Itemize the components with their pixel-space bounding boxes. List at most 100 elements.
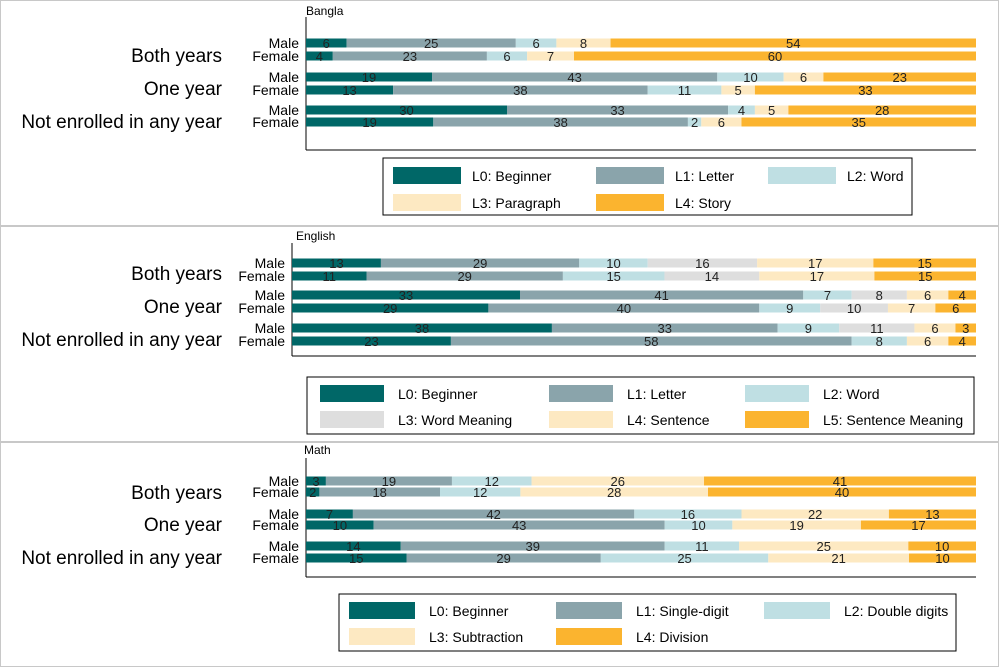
bar-segment-l4 bbox=[757, 258, 874, 268]
data-label: 3 bbox=[962, 321, 969, 336]
bar-segment-l3 bbox=[741, 509, 889, 519]
bar-segment-l4 bbox=[741, 117, 976, 127]
data-label: 10 bbox=[333, 518, 347, 533]
bar-segment-l0 bbox=[306, 520, 374, 530]
bar-segment-l2 bbox=[664, 520, 733, 530]
gender-label: Male bbox=[255, 320, 286, 336]
data-label: 4 bbox=[316, 49, 323, 64]
data-label: 60 bbox=[768, 49, 782, 64]
data-label: 10 bbox=[691, 518, 705, 533]
bar-segment-l2 bbox=[803, 290, 852, 300]
data-label: 29 bbox=[473, 256, 487, 271]
data-label: 22 bbox=[808, 507, 822, 522]
gender-label: Male bbox=[255, 255, 286, 271]
data-label: 10 bbox=[935, 551, 949, 566]
legend-swatch bbox=[596, 167, 664, 184]
bar-segment-l2 bbox=[664, 541, 740, 551]
data-label: 8 bbox=[876, 288, 883, 303]
data-label: 4 bbox=[959, 288, 966, 303]
data-label: 17 bbox=[808, 256, 822, 271]
gender-label: Male bbox=[269, 102, 300, 118]
legend-box bbox=[338, 593, 957, 652]
data-label: 29 bbox=[383, 301, 397, 316]
bar-segment-l1 bbox=[332, 51, 487, 61]
data-label: 14 bbox=[705, 269, 719, 284]
gender-label: Male bbox=[269, 473, 300, 489]
data-label: 15 bbox=[606, 269, 620, 284]
data-label: 40 bbox=[617, 301, 631, 316]
bar-segment-l2 bbox=[451, 476, 532, 486]
bar-segment-l3 bbox=[701, 117, 742, 127]
legend-label-l1-letter: L1: Letter bbox=[675, 168, 734, 184]
legend-swatch bbox=[596, 194, 664, 211]
legend-swatch bbox=[745, 411, 809, 428]
data-label: 4 bbox=[738, 103, 745, 118]
gender-label: Female bbox=[238, 300, 285, 316]
gender-label: Male bbox=[255, 287, 286, 303]
data-label: 6 bbox=[800, 70, 807, 85]
data-label: 5 bbox=[768, 103, 775, 118]
bar-segment-l1 bbox=[551, 323, 778, 333]
data-label: 7 bbox=[824, 288, 831, 303]
gender-label: Female bbox=[238, 333, 285, 349]
legend-label-l2-word: L2: Word bbox=[847, 168, 904, 184]
data-label: 7 bbox=[326, 507, 333, 522]
group-label-not-enrolled-in-any-year: Not enrolled in any year bbox=[21, 112, 222, 133]
data-label: 13 bbox=[925, 507, 939, 522]
panel-border bbox=[0, 226, 999, 442]
legend-swatch bbox=[764, 602, 830, 619]
legend-label-l0-beginner: L0: Beginner bbox=[472, 168, 552, 184]
bar-segment-l0 bbox=[306, 553, 407, 563]
data-label: 8 bbox=[876, 334, 883, 349]
data-label: 12 bbox=[485, 474, 499, 489]
data-label: 9 bbox=[786, 301, 793, 316]
gender-label: Female bbox=[252, 82, 299, 98]
bar-segment-l1 bbox=[393, 85, 648, 95]
bar-segment-l3 bbox=[647, 258, 758, 268]
panel-title: Bangla bbox=[306, 4, 344, 18]
bar-segment-l0 bbox=[306, 105, 507, 115]
bar-segment-l4 bbox=[610, 38, 976, 48]
bar-segment-l0 bbox=[306, 38, 347, 48]
data-label: 12 bbox=[473, 485, 487, 500]
legend-label-l3-paragraph: L3: Paragraph bbox=[472, 195, 561, 211]
legend-label-l3-subtraction: L3: Subtraction bbox=[429, 629, 523, 645]
data-label: 17 bbox=[911, 518, 925, 533]
data-label: 35 bbox=[852, 115, 866, 130]
legend-label-l1-single-digit: L1: Single-digit bbox=[636, 603, 729, 619]
bar-segment-l0 bbox=[306, 541, 401, 551]
group-label-one-year: One year bbox=[144, 297, 223, 318]
bar-segment-l0 bbox=[292, 303, 489, 313]
data-label: 13 bbox=[342, 83, 356, 98]
legend-swatch bbox=[349, 628, 415, 645]
data-label: 16 bbox=[681, 507, 695, 522]
bar-segment-l0 bbox=[292, 258, 381, 268]
bar-segment-l2 bbox=[515, 38, 557, 48]
data-label: 19 bbox=[382, 474, 396, 489]
bar-segment-l4 bbox=[888, 509, 976, 519]
bar-segment-l0 bbox=[292, 323, 552, 333]
data-label: 21 bbox=[831, 551, 845, 566]
group-label-one-year: One year bbox=[144, 515, 223, 536]
bar-segment-l2 bbox=[486, 51, 528, 61]
bar-segment-l4 bbox=[860, 520, 976, 530]
legend-swatch bbox=[349, 602, 415, 619]
bar-segment-l2 bbox=[777, 323, 840, 333]
bar-segment-l1 bbox=[450, 336, 852, 346]
data-label: 38 bbox=[513, 83, 527, 98]
data-label: 25 bbox=[677, 551, 691, 566]
data-label: 33 bbox=[610, 103, 624, 118]
bar-segment-l1 bbox=[520, 290, 804, 300]
legend-label-l4-story: L4: Story bbox=[675, 195, 731, 211]
gender-label: Male bbox=[269, 506, 300, 522]
bar-segment-l3 bbox=[754, 105, 789, 115]
panel-title: English bbox=[296, 229, 335, 243]
bar-segment-l0 bbox=[306, 487, 320, 497]
data-label: 16 bbox=[695, 256, 709, 271]
legend-swatch bbox=[556, 602, 622, 619]
panel-title: Math bbox=[304, 443, 331, 457]
group-label-one-year: One year bbox=[144, 79, 223, 100]
legend-label-l4-division: L4: Division bbox=[636, 629, 708, 645]
